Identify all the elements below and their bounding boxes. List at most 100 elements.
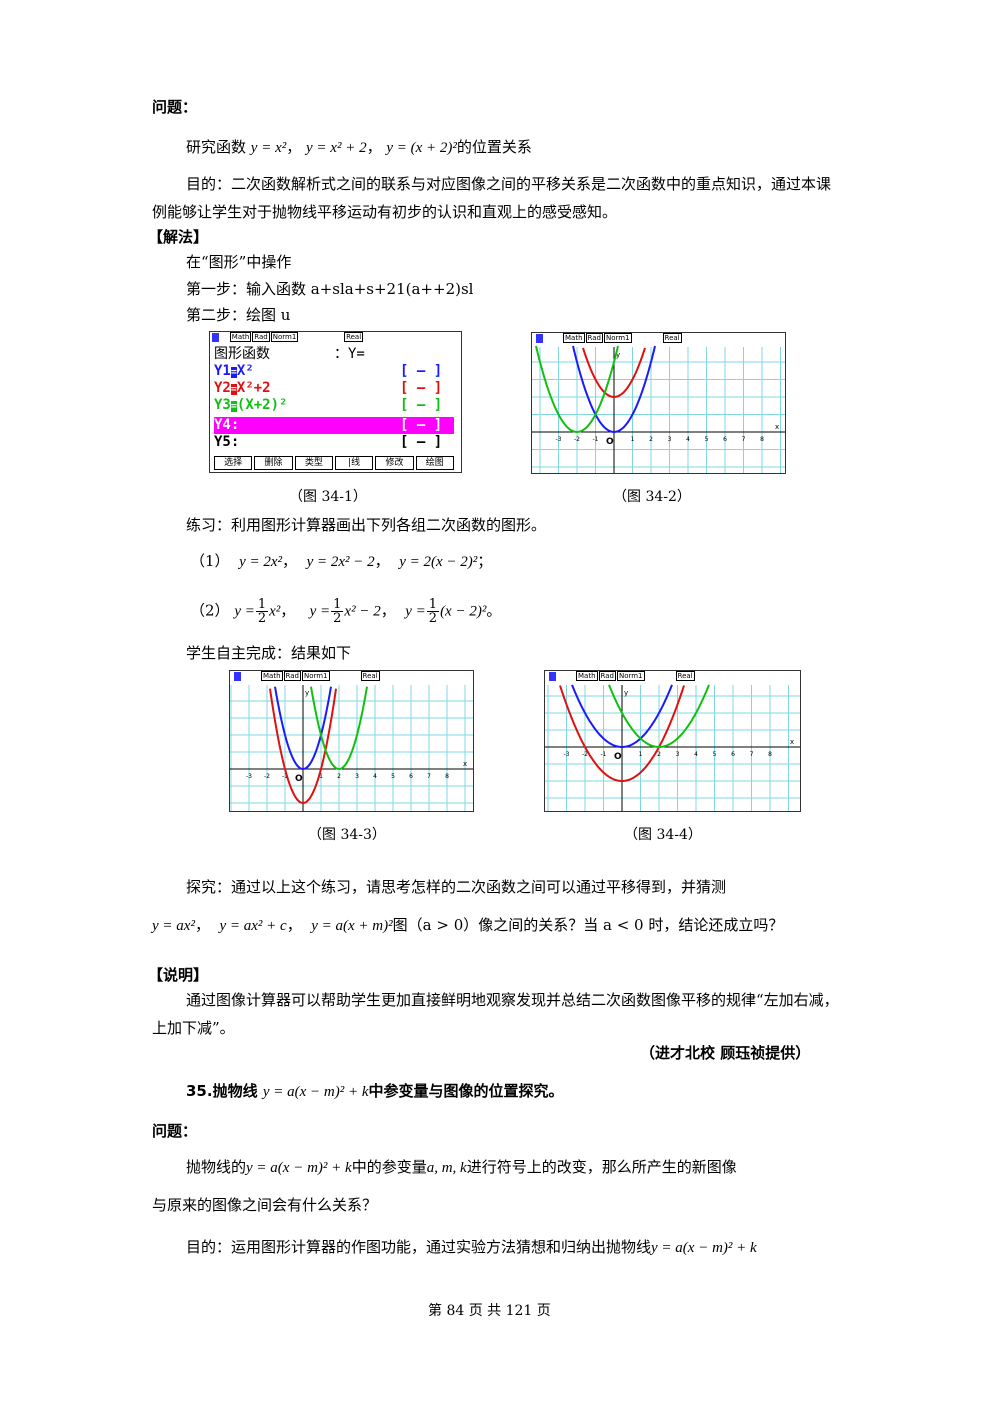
- x-tick-label: 1: [319, 773, 323, 780]
- formula: y = x²: [250, 140, 287, 156]
- x-tick-label: 6: [731, 751, 735, 758]
- status-norm: Norm1: [270, 332, 299, 342]
- origin-label: O: [295, 774, 303, 784]
- purpose-paragraph: 目的：二次函数解析式之间的联系与对应图像之间的平移关系是二次函数中的重点知识，通…: [152, 175, 832, 221]
- graph-plot: -3 -2 -1 1 2 3 4 5 6 7 8 Ox y: [545, 684, 800, 811]
- softkey-delete[interactable]: 删除: [254, 456, 293, 470]
- explore-line-1: 探究：通过以上这个练习，请思考怎样的二次函数之间可以通过平移得到，并猜测: [186, 878, 727, 896]
- status-tag: Real: [675, 671, 695, 681]
- status-tag: Real: [360, 671, 380, 681]
- function-row-y4-selected[interactable]: Y4:[ — ]: [214, 417, 454, 434]
- question-35-line-1: 抛物线的y = a(x − m)² + k中的参变量a, m, k进行符号上的改…: [186, 1158, 737, 1176]
- caption-34-4: （图 34-4）: [624, 827, 702, 843]
- parabola-curve: [572, 345, 656, 434]
- parabola-curve: [582, 347, 646, 399]
- x-tick-label: 5: [391, 773, 395, 780]
- x-tick-label: 8: [445, 773, 449, 780]
- parabola-curve: [559, 685, 685, 782]
- x-tick-label: 3: [668, 436, 672, 443]
- students-line: 学生自主完成：结果如下: [186, 644, 352, 662]
- question-heading-35: 问题：: [152, 1122, 198, 1140]
- status-math: Math: [229, 332, 252, 342]
- x-tick-label: 5: [705, 436, 709, 443]
- status-tag: Rad: [283, 671, 301, 681]
- function-row-y1[interactable]: Y1=X²[ — ]: [214, 363, 443, 379]
- softkey-line[interactable]: |线: [334, 456, 374, 470]
- x-tick-label: 6: [723, 436, 727, 443]
- x-tick-label: 2: [649, 436, 653, 443]
- x-tick-label: 7: [742, 436, 746, 443]
- x-tick-label: 5: [713, 751, 717, 758]
- x-tick-label: 3: [676, 751, 680, 758]
- x-tick-label: -3: [564, 751, 570, 758]
- softkey-draw[interactable]: 绘图: [415, 456, 454, 470]
- x-tick-label: 4: [694, 751, 698, 758]
- x-tick-label: 7: [427, 773, 431, 780]
- origin-label: O: [614, 752, 622, 762]
- status-tag: Real: [662, 333, 682, 343]
- x-tick-label: -3: [246, 773, 252, 780]
- y-axis-label: y: [624, 689, 628, 697]
- status-tag: Norm1: [603, 333, 632, 343]
- softkey-bar: 选择 删除 类型 |线 修改 绘图: [214, 456, 454, 470]
- status-bar: Math Rad Norm1 Real: [532, 333, 785, 345]
- step-1: 第一步：输入函数 a+sla+s+21(a++2)sl: [186, 280, 474, 298]
- x-tick-label: 2: [337, 773, 341, 780]
- status-bar: Math Rad Norm1 Real: [210, 332, 461, 344]
- x-tick-label: -3: [556, 436, 562, 443]
- x-tick-label: 8: [760, 436, 764, 443]
- status-tag: Math: [563, 333, 585, 343]
- x-tick-label: 8: [768, 751, 772, 758]
- x-tick-label: -2: [574, 436, 580, 443]
- battery-icon: [212, 333, 219, 342]
- page-footer: 第 84 页 共 121 页: [428, 1303, 551, 1319]
- explore-line-2: y = ax²， y = ax² + c， y = a(x + m)²图（a >…: [152, 916, 784, 934]
- status-real: Real: [344, 332, 364, 342]
- origin-label: O: [606, 437, 614, 447]
- x-axis-label: x: [790, 738, 794, 746]
- note-heading: 【说明】: [148, 966, 209, 984]
- function-row-y5[interactable]: Y5:[ — ]: [214, 434, 443, 450]
- step-2: 第二步：绘图 u: [186, 306, 291, 324]
- function-row-y2[interactable]: Y2=X²+2[ — ]: [214, 380, 443, 396]
- question-35-line-2: 与原来的图像之间会有什么关系？: [152, 1196, 378, 1214]
- credit-line: （进才北校 顾珏祯提供）: [640, 1044, 811, 1062]
- graph-plot: -3 -2 -1 1 2 3 4 5 6 7 8 Ox y: [230, 685, 473, 811]
- x-tick-label: -2: [582, 751, 588, 758]
- softkey-type[interactable]: 类型: [294, 456, 333, 470]
- graph-plot: -3 -2 -1 1 2 3 4 5 6 7 8 Ox y: [532, 345, 785, 473]
- x-tick-label: 1: [639, 751, 643, 758]
- formula: y = (x + 2)²: [386, 140, 457, 156]
- x-tick-label: 7: [750, 751, 754, 758]
- x-tick-label: -2: [264, 773, 270, 780]
- parabola-curve: [310, 686, 368, 771]
- x-tick-label: 3: [355, 773, 359, 780]
- caption-34-2: （图 34-2）: [613, 489, 691, 505]
- section-35-heading: 35.抛物线 y = a(x − m)² + k中参变量与图像的位置探究。: [186, 1082, 564, 1100]
- question-heading: 问题：: [152, 98, 198, 116]
- battery-icon: [549, 672, 556, 681]
- parabola-curve: [269, 688, 337, 805]
- x-tick-label: -1: [593, 436, 599, 443]
- status-bar: Math Rad Norm1 Real: [545, 671, 800, 683]
- function-row-y3[interactable]: Y3=(X+2)²[ — ]: [214, 397, 443, 413]
- status-bar: Math Rad Norm1 Real: [230, 671, 473, 683]
- operation-line: 在“图形”中操作: [186, 253, 292, 271]
- note-paragraph: 通过图像计算器可以帮助学生更加直接鲜明地观察发现并总结二次函数图像平移的规律“左…: [152, 991, 839, 1037]
- status-tag: Norm1: [616, 671, 645, 681]
- y-axis-label: y: [305, 689, 309, 697]
- x-tick-label: -1: [282, 773, 288, 780]
- parabola-curve: [571, 684, 673, 748]
- x-tick-label: 6: [409, 773, 413, 780]
- status-tag: Math: [576, 671, 598, 681]
- y-axis-label: y: [616, 351, 620, 359]
- x-axis-label: x: [463, 760, 467, 768]
- softkey-modify[interactable]: 修改: [375, 456, 414, 470]
- softkey-select[interactable]: 选择: [214, 456, 253, 470]
- status-tag: Norm1: [301, 671, 330, 681]
- x-axis-label: x: [775, 423, 779, 431]
- method-heading: 【解法】: [148, 228, 209, 246]
- x-tick-label: 1: [631, 436, 635, 443]
